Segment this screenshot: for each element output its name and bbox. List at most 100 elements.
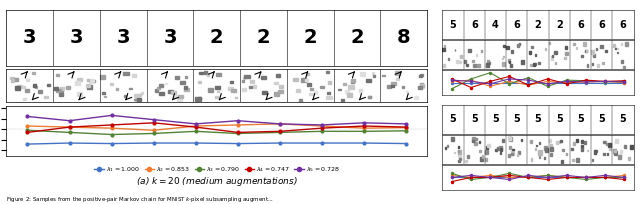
Bar xyxy=(594,150,596,154)
Bar xyxy=(480,157,483,161)
Bar xyxy=(44,95,47,98)
Bar xyxy=(278,90,283,93)
Bar xyxy=(497,147,499,150)
Text: 6: 6 xyxy=(577,20,584,30)
Bar xyxy=(624,145,627,148)
Bar xyxy=(627,156,630,160)
Bar xyxy=(58,93,63,96)
Bar xyxy=(86,84,90,87)
Bar xyxy=(60,88,64,90)
Bar xyxy=(545,48,547,50)
Bar xyxy=(387,85,391,88)
Bar xyxy=(88,85,93,89)
Bar xyxy=(185,76,188,78)
Bar xyxy=(486,146,488,149)
Bar xyxy=(54,87,58,90)
Bar xyxy=(465,160,467,162)
Bar xyxy=(555,62,556,64)
Bar xyxy=(359,89,362,92)
Bar xyxy=(584,141,586,144)
Bar xyxy=(550,147,553,151)
Bar xyxy=(572,159,574,161)
Bar xyxy=(460,157,461,160)
Bar xyxy=(244,75,250,78)
Bar xyxy=(503,45,505,48)
Bar xyxy=(539,142,540,144)
Bar xyxy=(447,58,449,60)
Bar xyxy=(486,63,490,67)
Bar xyxy=(630,145,633,149)
Bar xyxy=(175,75,179,79)
Bar xyxy=(100,75,106,79)
Text: 2: 2 xyxy=(556,20,563,30)
Bar xyxy=(517,44,519,47)
Bar xyxy=(499,146,502,150)
Bar xyxy=(573,43,575,45)
Bar xyxy=(195,98,200,101)
Bar xyxy=(348,85,354,89)
Bar xyxy=(93,80,95,82)
Bar xyxy=(444,45,445,48)
Bar xyxy=(509,61,510,63)
Bar xyxy=(613,150,616,153)
Bar xyxy=(243,88,246,91)
Bar xyxy=(391,85,394,87)
Bar xyxy=(614,151,617,155)
Bar xyxy=(561,160,563,163)
Bar xyxy=(443,64,445,67)
Bar xyxy=(38,90,42,93)
Bar xyxy=(454,49,456,51)
Bar xyxy=(607,153,608,155)
Bar xyxy=(495,149,497,151)
Bar xyxy=(530,64,532,67)
Bar xyxy=(481,155,483,157)
Bar xyxy=(618,155,621,159)
Bar xyxy=(392,82,396,85)
Bar xyxy=(564,57,566,59)
Bar xyxy=(56,89,61,92)
Bar xyxy=(604,141,606,143)
Bar xyxy=(587,150,588,151)
Bar xyxy=(531,46,532,48)
Bar xyxy=(605,143,607,145)
Bar xyxy=(155,89,159,92)
Bar xyxy=(460,55,462,58)
Bar xyxy=(550,144,552,146)
Bar xyxy=(595,150,596,152)
Bar xyxy=(327,92,330,94)
Bar xyxy=(165,83,167,84)
Bar xyxy=(479,141,480,143)
Bar xyxy=(394,71,400,75)
Bar xyxy=(32,72,35,74)
Bar xyxy=(534,54,536,56)
Bar xyxy=(609,143,611,146)
Text: 2: 2 xyxy=(303,29,317,48)
Bar xyxy=(617,52,618,53)
Legend: $\lambda_1 = 1.000$, $\lambda_2 = 0.853$, $\lambda_3 = 0.790$, $\lambda_4 = 0.74: $\lambda_1 = 1.000$, $\lambda_2 = 0.853$… xyxy=(92,162,342,176)
Bar xyxy=(173,94,179,99)
Bar xyxy=(445,147,446,149)
Bar xyxy=(534,148,536,150)
Bar xyxy=(456,60,459,63)
Bar xyxy=(47,84,51,86)
Bar xyxy=(592,159,593,161)
Bar xyxy=(614,150,616,152)
Bar xyxy=(458,153,461,157)
Bar xyxy=(545,148,548,152)
Bar xyxy=(137,98,141,101)
Bar xyxy=(75,81,80,85)
Bar xyxy=(576,139,578,142)
Text: 8: 8 xyxy=(397,29,410,48)
Bar xyxy=(467,155,469,158)
Bar xyxy=(613,44,615,47)
Bar xyxy=(215,96,218,98)
Bar xyxy=(500,148,502,151)
Bar xyxy=(275,82,278,84)
Bar xyxy=(474,142,477,145)
Bar xyxy=(235,97,237,98)
Bar xyxy=(296,89,300,92)
Text: 5: 5 xyxy=(492,114,499,124)
Bar xyxy=(502,56,504,57)
Text: 6: 6 xyxy=(471,20,477,30)
Bar xyxy=(561,140,563,142)
